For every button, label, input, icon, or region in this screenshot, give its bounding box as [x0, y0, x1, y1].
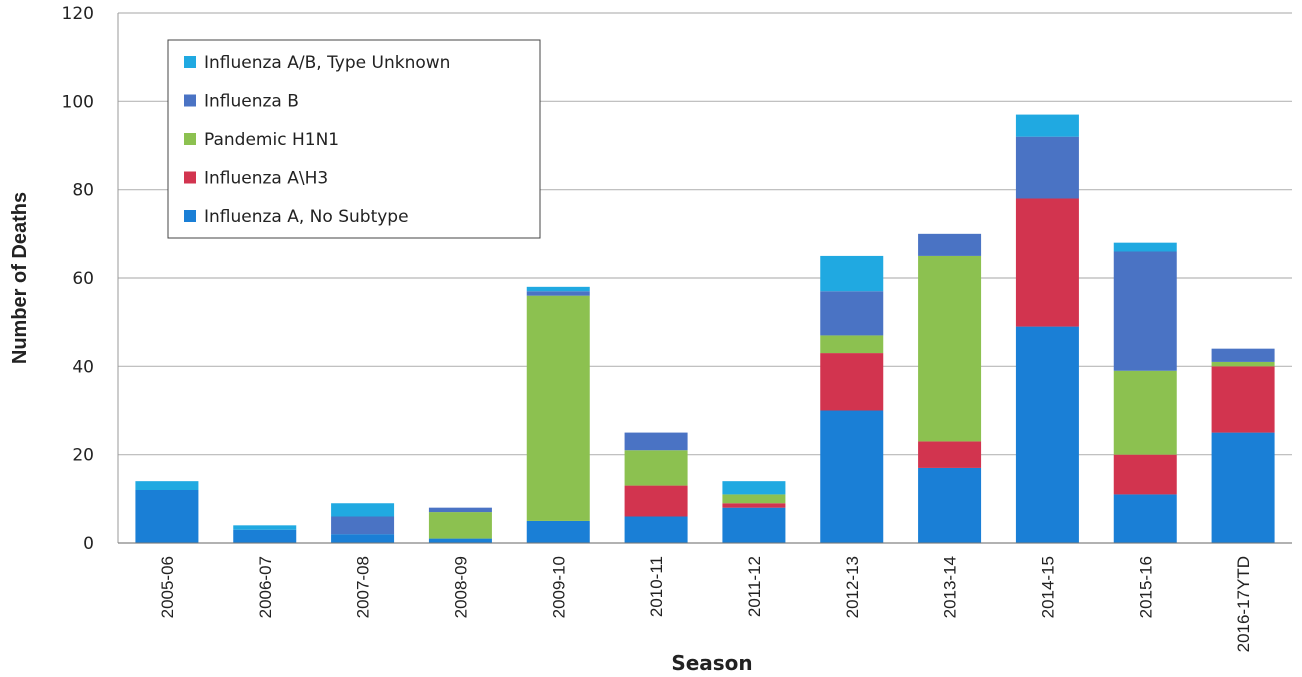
y-tick-label: 40 — [72, 357, 94, 377]
bar-segment — [1113, 454, 1177, 495]
y-tick-label: 0 — [83, 534, 94, 554]
bar-segment — [135, 490, 199, 543]
bar-segment — [428, 538, 492, 543]
bar-segment — [820, 410, 884, 543]
bar-segment — [526, 520, 590, 543]
legend-swatch — [184, 133, 196, 145]
bar-segment — [624, 432, 688, 451]
legend-box — [167, 39, 541, 239]
bar-segment — [820, 255, 884, 292]
bar-segment — [820, 335, 884, 354]
bar-segment — [918, 233, 982, 256]
bar-segment — [820, 353, 884, 411]
bar-segment — [918, 467, 982, 543]
bar-segment — [1211, 366, 1275, 433]
legend-label: Influenza A\H3 — [204, 169, 328, 189]
bar-segment — [1113, 242, 1177, 252]
y-tick-label: 120 — [62, 4, 94, 24]
bar-segment — [918, 255, 982, 442]
y-tick-label: 20 — [72, 446, 94, 466]
bar-segment — [331, 503, 395, 517]
bar-segment — [722, 481, 786, 495]
legend-label: Influenza A, No Subtype — [204, 207, 409, 227]
bar-segment — [526, 286, 590, 292]
legend-swatch — [184, 210, 196, 222]
x-tick-label: 2012-13 — [843, 556, 862, 618]
y-tick-label: 100 — [62, 92, 94, 112]
bar-segment — [1211, 348, 1275, 362]
bar-segment — [428, 512, 492, 539]
y-tick-label: 60 — [72, 269, 94, 289]
x-tick-label: 2016-17YTD — [1234, 556, 1253, 652]
bar-segment — [526, 295, 590, 521]
bar-segment — [1113, 494, 1177, 543]
x-tick-label: 2009-10 — [549, 556, 568, 618]
bar-segment — [1113, 251, 1177, 371]
bar-segment — [722, 507, 786, 543]
bar-segment — [722, 494, 786, 504]
bar-segment — [918, 441, 982, 468]
bar-segment — [1015, 198, 1079, 327]
x-tick-label: 2013-14 — [941, 556, 960, 618]
bar-segment — [722, 503, 786, 508]
bar-segment — [624, 450, 688, 486]
legend: Influenza A, No Subtype Influenza A\H3 Pan… — [167, 39, 541, 239]
bar-segment — [526, 291, 590, 296]
bar-segment — [1015, 114, 1079, 137]
bar-segment — [624, 516, 688, 543]
x-tick-label: 2006-07 — [256, 556, 275, 618]
x-tick-label: 2015-16 — [1136, 556, 1155, 618]
x-tick-label: 2008-09 — [451, 556, 470, 618]
x-tick-label: 2011-12 — [745, 556, 764, 617]
x-tick-label: 2014-15 — [1038, 556, 1057, 618]
legend-label: Pandemic H1N1 — [204, 130, 339, 150]
bar-segment — [1211, 432, 1275, 543]
bar-segment — [233, 525, 297, 530]
legend-swatch — [184, 171, 196, 184]
bar-segment — [1015, 136, 1079, 199]
legend-swatch — [184, 94, 196, 107]
bar-segment — [331, 534, 395, 543]
legend-swatch — [184, 56, 196, 68]
bar-segment — [135, 481, 199, 490]
bar-segment — [1113, 370, 1177, 455]
x-tick-label: 2010-11 — [647, 556, 666, 617]
bar-segment — [820, 291, 884, 336]
x-tick-label: 2007-08 — [354, 556, 373, 618]
x-tick-label: 2005-06 — [158, 556, 177, 618]
legend-label: Influenza B — [204, 92, 299, 112]
y-axis-title: Number of Deaths — [9, 192, 31, 364]
bar-segment — [233, 529, 297, 543]
bar-segment — [331, 516, 395, 535]
legend-label: Influenza A/B, Type Unknown — [204, 53, 450, 73]
bar-segment — [428, 507, 492, 513]
y-tick-label: 80 — [72, 181, 94, 201]
x-axis-title: Season — [671, 651, 752, 675]
bar-segment — [1211, 361, 1275, 367]
bar-segment — [624, 485, 688, 517]
bar-segment — [1015, 326, 1079, 543]
